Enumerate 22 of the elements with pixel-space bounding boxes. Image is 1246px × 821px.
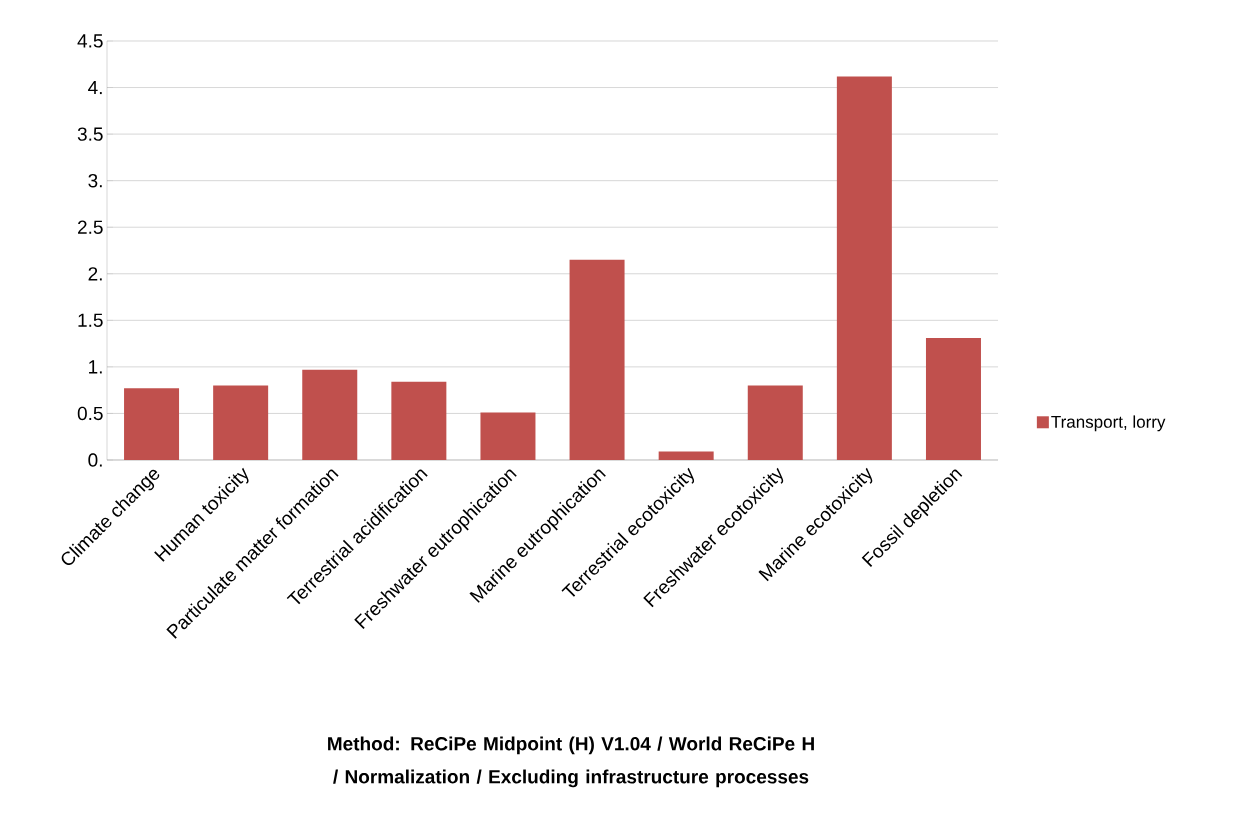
y-tick-label: 1. <box>89 360 102 374</box>
bar <box>302 369 358 460</box>
bar <box>658 451 714 460</box>
bar <box>836 76 892 460</box>
bar <box>213 385 269 460</box>
y-tick-label: 3. <box>88 173 102 188</box>
bar <box>124 388 180 460</box>
bar <box>925 338 981 460</box>
bar <box>747 385 803 460</box>
y-tick-label: 0. <box>88 453 102 467</box>
y-tick-label: 1.5 <box>78 313 103 327</box>
y-tick-label: 2. <box>88 267 102 281</box>
bar <box>480 412 536 460</box>
text: Method: ReCiPe Midpoint (H) V1.04 / World ReCiPe H / Normalization / Excluding infrastructure processes <box>328 736 814 788</box>
bar <box>569 259 625 460</box>
y-tick-label: 3.5 <box>77 127 103 141</box>
y-tick-label: 4.5 <box>77 34 103 48</box>
y-tick-label: 2.5 <box>78 220 103 234</box>
legend-label: Transport, lorry <box>1051 415 1166 432</box>
y-tick-label: 4. <box>88 81 102 95</box>
bar <box>391 381 447 460</box>
y-tick-label: 0.5 <box>77 406 103 421</box>
